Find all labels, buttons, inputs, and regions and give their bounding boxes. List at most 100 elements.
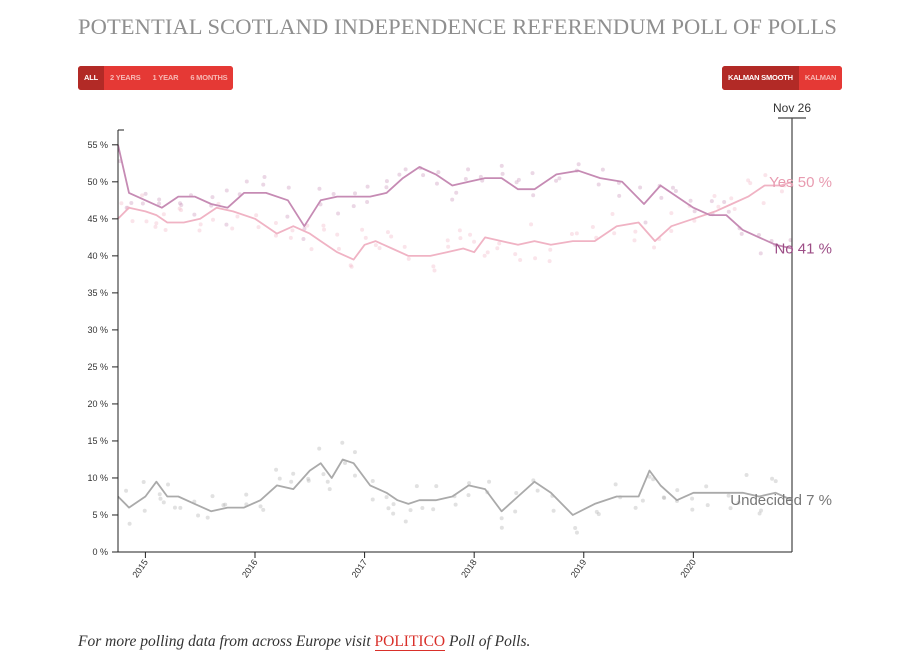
poll-point-undecided	[757, 511, 762, 516]
poll-point-no	[143, 191, 148, 196]
poll-point-yes	[321, 223, 326, 228]
poll-point-no	[210, 195, 215, 200]
range-6-months-button[interactable]: 6 MONTHS	[184, 66, 234, 90]
poll-point-no	[403, 167, 408, 172]
poll-point-no	[224, 222, 229, 227]
poll-point-undecided	[535, 488, 540, 493]
poll-point-undecided	[704, 484, 709, 489]
poll-point-no	[336, 211, 341, 216]
model-button-group: KALMAN SMOOTH KALMAN	[722, 66, 843, 90]
poll-point-yes	[198, 222, 203, 227]
poll-point-undecided	[514, 491, 519, 496]
series-line-undecided	[117, 458, 793, 516]
poll-point-undecided	[726, 493, 731, 498]
poll-point-undecided	[640, 498, 645, 503]
poll-point-undecided	[306, 478, 311, 483]
poll-point-no	[739, 231, 744, 236]
poll-point-undecided	[453, 502, 458, 507]
poll-point-undecided	[261, 507, 266, 512]
series-end-label-yes: Yes 50 %	[769, 174, 832, 191]
poll-point-undecided	[386, 506, 391, 511]
poll-point-yes	[569, 232, 574, 237]
poll-point-undecided	[759, 508, 764, 513]
poll-point-undecided	[403, 519, 408, 524]
poll-point-undecided	[744, 472, 749, 477]
poll-point-yes	[348, 263, 353, 268]
poll-point-yes	[130, 219, 135, 224]
poll-point-undecided	[321, 472, 326, 477]
poll-point-undecided	[370, 497, 375, 502]
y-tick-label: 20 %	[87, 399, 108, 409]
poll-point-yes	[385, 230, 390, 235]
range-button-group: ALL 2 YEARS 1 YEAR 6 MONTHS	[78, 66, 234, 90]
poll-point-no	[331, 191, 336, 196]
poll-point-no	[466, 167, 471, 172]
poll-point-undecided	[466, 493, 471, 498]
poll-point-no	[351, 204, 356, 209]
poll-point-undecided	[205, 515, 210, 520]
poll-point-yes	[485, 250, 490, 255]
poll-point-undecided	[244, 492, 249, 497]
poll-point-no	[463, 177, 468, 182]
y-tick-label: 55 %	[87, 140, 108, 150]
range-2-years-button[interactable]: 2 YEARS	[103, 66, 147, 90]
poll-point-yes	[144, 219, 149, 224]
poll-point-no	[244, 179, 249, 184]
poll-point-undecided	[384, 495, 389, 500]
poll-point-yes	[729, 196, 734, 201]
poll-point-undecided	[178, 505, 183, 510]
poll-point-undecided	[274, 467, 279, 472]
poll-point-yes	[336, 246, 341, 251]
poll-point-no	[516, 177, 521, 182]
poll-point-no	[224, 188, 229, 193]
footer-suffix: Poll of Polls	[445, 633, 527, 650]
poll-point-undecided	[327, 487, 332, 492]
poll-point-undecided	[124, 488, 129, 493]
poll-point-undecided	[594, 509, 599, 514]
poll-point-undecided	[675, 488, 680, 493]
poll-point-undecided	[391, 502, 396, 507]
range-1-year-button[interactable]: 1 YEAR	[146, 66, 185, 90]
poll-point-no	[554, 178, 559, 183]
poll-point-undecided	[370, 478, 375, 483]
poll-point-no	[436, 170, 441, 175]
poll-point-yes	[377, 246, 382, 251]
poll-point-no	[454, 190, 459, 195]
x-tick-label: 2019	[569, 557, 589, 579]
poll-point-undecided	[142, 508, 147, 513]
poll-point-undecided	[127, 521, 132, 526]
poll-point-no	[421, 173, 426, 178]
poll-point-yes	[322, 227, 327, 232]
poll-point-yes	[612, 231, 617, 236]
poll-point-undecided	[210, 494, 215, 499]
poll-point-undecided	[342, 461, 347, 466]
x-tick-label: 2017	[350, 557, 370, 579]
poll-point-yes	[335, 232, 340, 237]
poll-point-undecided	[736, 500, 741, 505]
poll-point-undecided	[161, 500, 166, 505]
range-all-button[interactable]: ALL	[78, 66, 104, 90]
poll-point-undecided	[613, 482, 618, 487]
poll-point-undecided	[158, 496, 163, 501]
y-tick-label: 15 %	[87, 436, 108, 446]
kalman-smooth-button[interactable]: KALMAN SMOOTH	[722, 66, 799, 90]
poll-point-undecided	[633, 505, 638, 510]
politico-link[interactable]: POLITICO	[374, 633, 446, 651]
poll-point-no	[301, 237, 306, 242]
poll-point-undecided	[573, 526, 578, 531]
poll-chart[interactable]: 0 % 5 % 10 % 15 % 20 % 25 % 30 % 35 % 40 % 45 % 50…	[0, 0, 919, 630]
poll-point-yes	[179, 208, 184, 213]
poll-point-undecided	[499, 525, 504, 530]
poll-point-yes	[360, 227, 365, 232]
poll-point-no	[178, 201, 183, 206]
poll-point-no	[365, 200, 370, 205]
poll-point-undecided	[141, 479, 146, 484]
poll-point-undecided	[306, 476, 311, 481]
poll-point-undecided	[770, 476, 775, 481]
poll-point-no	[192, 212, 197, 217]
poll-point-no	[179, 203, 184, 208]
poll-point-yes	[732, 207, 737, 212]
kalman-button[interactable]: KALMAN	[798, 66, 843, 90]
poll-point-no	[365, 184, 370, 189]
poll-point-yes	[309, 247, 314, 252]
